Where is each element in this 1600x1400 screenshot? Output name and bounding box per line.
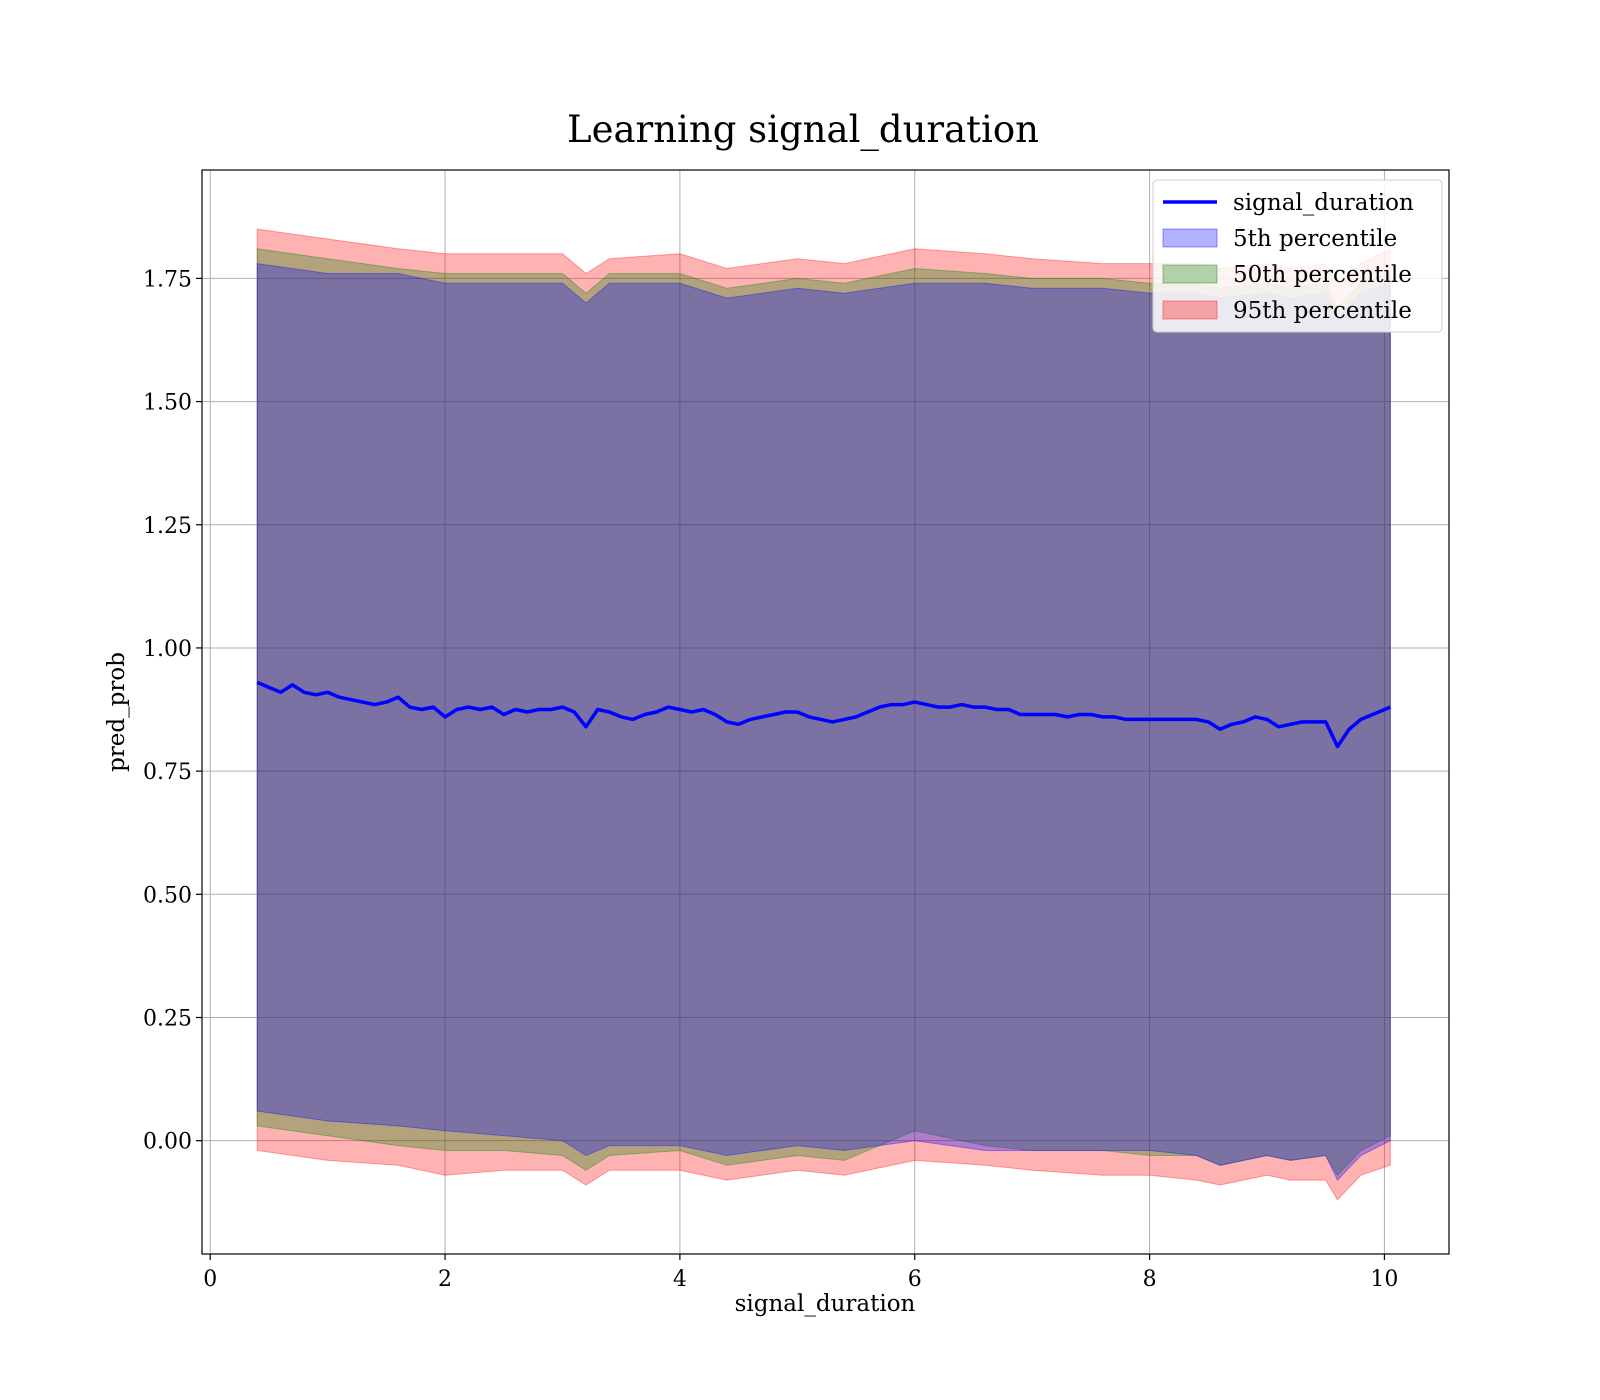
band-5th-percentile	[256, 263, 1391, 1181]
y-tick-label-0: 0.00	[143, 1130, 192, 1155]
legend-box	[1152, 179, 1443, 333]
y-tick-label-5: 1.25	[143, 514, 192, 539]
x-tick-label-4: 8	[1143, 1267, 1157, 1292]
series-lines	[256, 680, 1391, 749]
x-tick-label-5: 10	[1370, 1267, 1398, 1292]
plot-frame	[201, 169, 1450, 1255]
y-tick-label-3: 0.75	[143, 760, 192, 785]
legend-label-0: signal_duration	[1233, 190, 1414, 216]
legend-swatch-2	[1162, 264, 1218, 284]
y-tick-label-7: 1.75	[143, 267, 192, 292]
legend-label-3: 95th percentile	[1233, 298, 1412, 324]
percentile-bands	[256, 228, 1391, 1201]
y-tick-label-4: 1.00	[143, 637, 192, 662]
x-tick-label-0: 0	[203, 1267, 217, 1292]
y-axis-ticks: 0.00 0.25 0.50 0.75 1.00 1.25 1.50 1.75	[143, 267, 202, 1155]
legend-swatch-3	[1162, 300, 1218, 320]
band-50th-percentile	[256, 248, 1391, 1177]
y-axis-label: pred_prob	[104, 652, 130, 772]
x-tick-label-2: 4	[673, 1267, 687, 1292]
y-tick-label-2: 0.50	[143, 883, 192, 908]
legend-swatch-1	[1162, 228, 1218, 248]
y-tick-label-6: 1.50	[143, 391, 192, 416]
legend: signal_duration 5th percentile 50th percen…	[1152, 179, 1443, 333]
x-axis-ticks: 0 2 4 6 8 10	[203, 1254, 1398, 1292]
series-line-signal-duration	[256, 680, 1391, 749]
legend-label-1: 5th percentile	[1233, 226, 1397, 252]
y-tick-label-1: 0.25	[143, 1006, 192, 1031]
x-tick-label-3: 6	[908, 1267, 922, 1292]
x-axis-label: signal_duration	[735, 1291, 916, 1317]
band-95th-percentile	[256, 228, 1391, 1201]
legend-label-2: 50th percentile	[1233, 262, 1412, 288]
chart-title: Learning signal_duration	[567, 108, 1039, 152]
x-tick-label-1: 2	[438, 1267, 452, 1292]
